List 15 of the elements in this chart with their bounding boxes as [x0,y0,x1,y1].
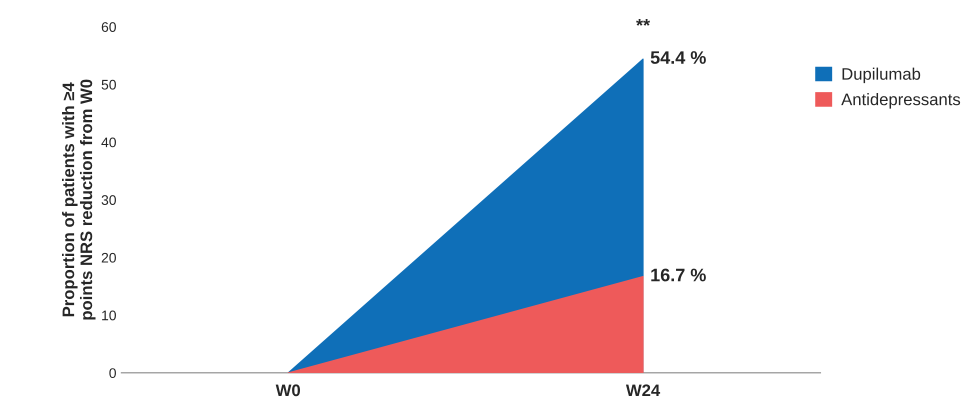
y-tick-label: 60 [102,22,116,32]
text: ** [636,19,650,26]
y-tick-label: 0 [109,368,116,378]
legend-label: Antidepressants [841,93,960,109]
y-tick-label: 20 [102,252,116,263]
y-tick-label: 40 [101,137,116,148]
x-tick-label: W24 [626,384,660,396]
y-tick-label: 30 [102,195,116,205]
data-label: 54.4 % [650,51,706,64]
x-tick-label: W0 [276,384,300,396]
y-axis-title: Proportion of patients with ≥4 points NRS reduction from W0 [62,80,96,320]
y-tick-label: 50 [102,80,116,90]
legend-label: Dupilumab [842,68,920,84]
y-tick-label: 10 [102,310,116,320]
data-label: 16.7 % [651,268,706,282]
